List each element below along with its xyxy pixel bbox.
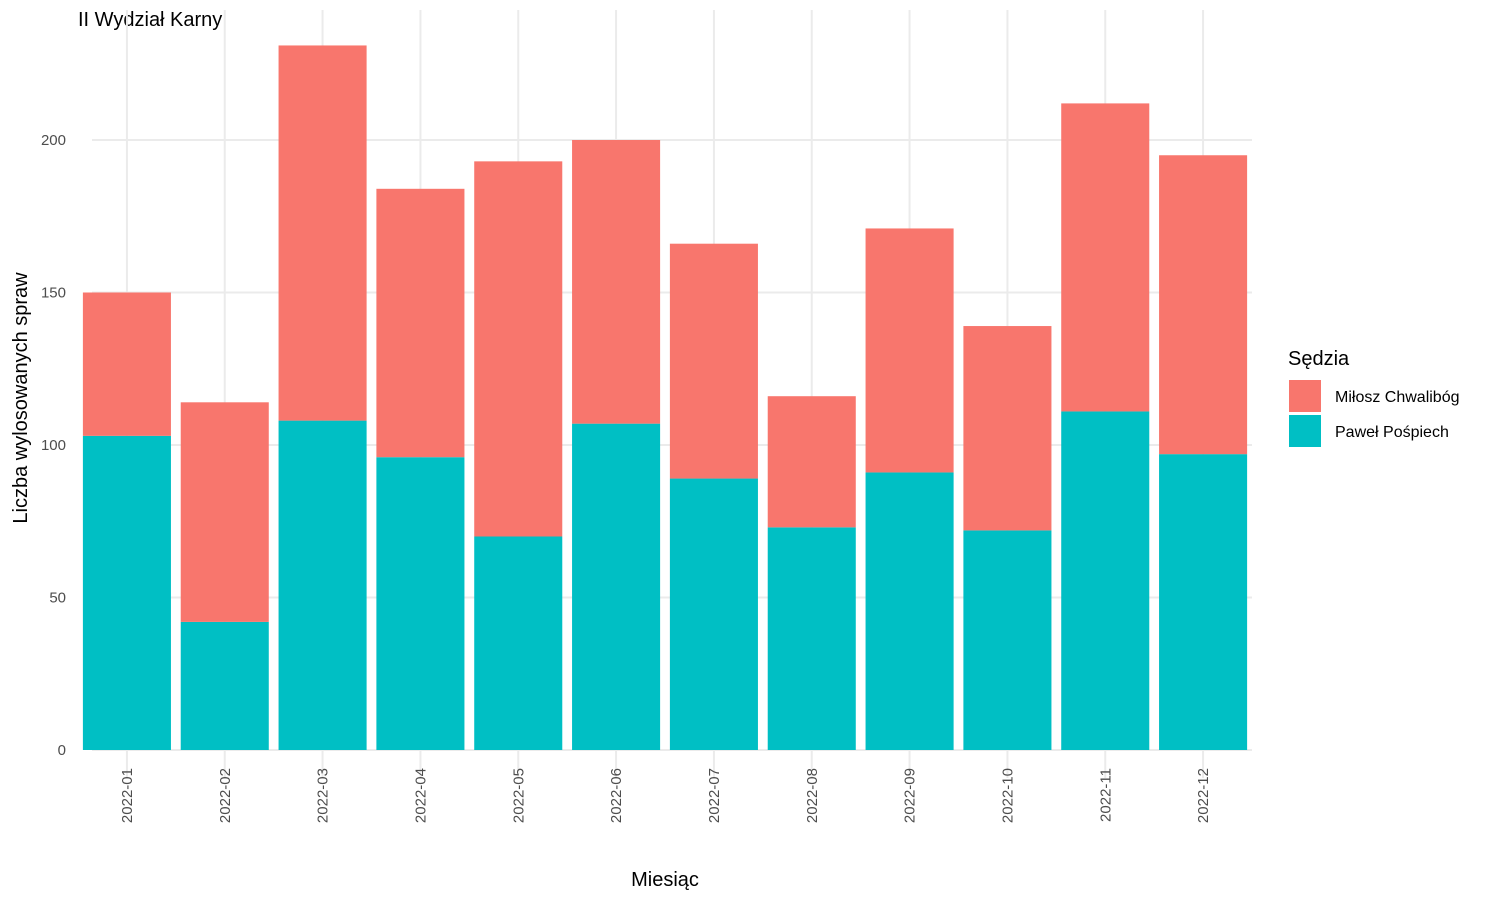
legend-label: Paweł Pośpiech	[1335, 424, 1449, 441]
x-tick-label: 2022-07	[706, 768, 723, 823]
y-axis-ticks: 0 50 100 150 200	[41, 132, 66, 759]
bar-2022-03-series-0	[278, 420, 367, 750]
legend-title: Sędzia	[1288, 348, 1350, 370]
x-tick-label: 2022-05	[510, 768, 527, 823]
legend-swatch	[1289, 380, 1321, 412]
bar-2022-02-series-1	[180, 402, 269, 622]
bar-2022-12-series-0	[1159, 454, 1248, 750]
chart-title: II Wydział Karny	[78, 9, 222, 31]
y-axis-title: Liczba wylosowanych spraw	[10, 272, 32, 524]
y-tick-label: 100	[41, 437, 66, 454]
bar-2022-03-series-1	[278, 45, 367, 421]
y-tick-label: 200	[41, 132, 66, 149]
bar-2022-08-series-0	[767, 527, 856, 750]
bars	[82, 45, 1248, 750]
bar-2022-01-series-0	[82, 435, 171, 750]
bar-2022-07-series-0	[669, 478, 758, 750]
x-tick-label: 2022-10	[999, 768, 1016, 823]
bar-2022-07-series-1	[669, 243, 758, 479]
legend-swatch	[1289, 415, 1321, 447]
x-tick-label: 2022-08	[804, 768, 821, 823]
bar-2022-11-series-0	[1061, 411, 1150, 750]
bar-2022-10-series-1	[963, 326, 1052, 531]
legend: Sędzia Miłosz Chwalibóg Paweł Pośpiech	[1288, 348, 1460, 447]
x-axis-ticks: 2022-01 2022-02 2022-03 2022-04 2022-05 2022-…	[119, 768, 1212, 823]
x-tick-label: 2022-03	[315, 768, 332, 823]
bar-2022-04-series-1	[376, 188, 465, 458]
bar-2022-09-series-1	[865, 228, 954, 473]
x-tick-label: 2022-02	[217, 768, 234, 823]
x-tick-label: 2022-01	[119, 768, 136, 823]
y-tick-label: 50	[49, 590, 66, 607]
bar-2022-05-series-1	[474, 161, 563, 537]
x-tick-label: 2022-06	[608, 768, 625, 823]
bar-2022-02-series-0	[180, 621, 269, 750]
bar-2022-01-series-1	[82, 292, 171, 436]
bar-2022-09-series-0	[865, 472, 954, 750]
x-tick-label: 2022-04	[412, 768, 429, 823]
y-tick-label: 150	[41, 285, 66, 302]
bar-2022-10-series-0	[963, 530, 1052, 750]
legend-label: Miłosz Chwalibóg	[1335, 389, 1460, 406]
bar-2022-12-series-1	[1159, 155, 1248, 455]
bar-2022-05-series-0	[474, 536, 563, 750]
x-tick-label: 2022-12	[1195, 768, 1212, 823]
bar-2022-06-series-1	[572, 140, 661, 424]
bar-2022-04-series-0	[376, 457, 465, 750]
x-tick-label: 2022-09	[902, 768, 919, 823]
y-tick-label: 0	[58, 742, 66, 759]
bar-2022-06-series-0	[572, 423, 661, 750]
bar-2022-11-series-1	[1061, 103, 1150, 412]
bar-2022-08-series-1	[767, 396, 856, 528]
x-tick-label: 2022-11	[1097, 768, 1114, 822]
x-axis-title: Miesiąc	[631, 869, 699, 891]
